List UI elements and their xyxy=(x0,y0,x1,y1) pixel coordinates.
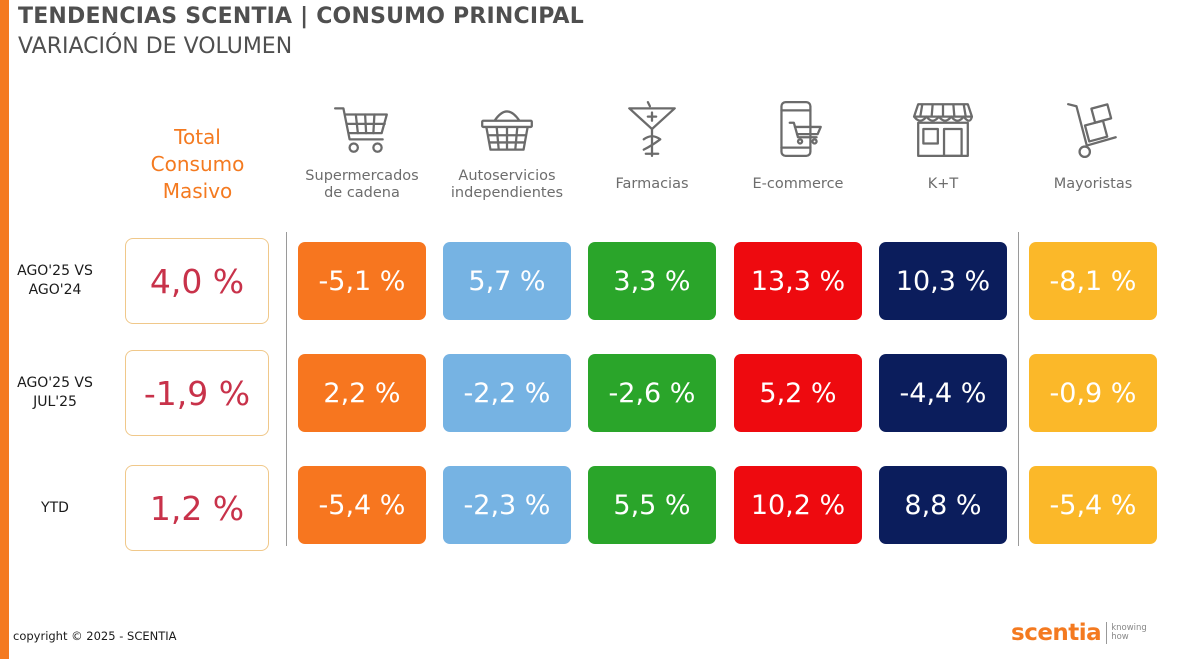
value-cell: -0,9 % xyxy=(1029,354,1157,432)
value-cell: -8,1 % xyxy=(1029,242,1157,320)
logo-word: scentia xyxy=(1011,620,1102,646)
column-label: Farmacias xyxy=(562,176,742,193)
value-cell: 8,8 % xyxy=(879,466,1007,544)
column-label: E-commerce xyxy=(708,176,888,193)
column-label-line: Autoservicios xyxy=(458,168,556,184)
column-divider xyxy=(1018,232,1019,546)
column-label-line: Farmacias xyxy=(615,176,689,192)
row-label-line: AGO'25 VS xyxy=(17,375,93,391)
value-cell: -2,6 % xyxy=(588,354,716,432)
row-label-line: AGO'24 xyxy=(28,282,82,298)
row-label-line: YTD xyxy=(41,499,69,516)
logo-tagline-line: how xyxy=(1111,632,1129,642)
column-label-line: E-commerce xyxy=(752,176,844,192)
value-cell: 3,3 % xyxy=(588,242,716,320)
value-cell: -2,2 % xyxy=(443,354,571,432)
column-label-line: Mayoristas xyxy=(1053,176,1133,192)
copyright-text: copyright © 2025 - SCENTIA xyxy=(13,629,177,643)
total-header-line: Total xyxy=(174,125,221,149)
row-label: AGO'25 VS JUL'25 xyxy=(10,374,100,412)
value-cell: 10,2 % xyxy=(734,466,862,544)
value-cell: 5,2 % xyxy=(734,354,862,432)
total-value-cell: -1,9 % xyxy=(125,350,269,436)
column-label-line: de cadena xyxy=(324,185,400,201)
total-header-line: Consumo xyxy=(150,152,245,176)
value-cell: 10,3 % xyxy=(879,242,1007,320)
row-label-line: JUL'25 xyxy=(33,394,77,410)
column-label-line: Supermercados xyxy=(305,168,419,184)
value-cell: -5,4 % xyxy=(1029,466,1157,544)
value-cell: 5,5 % xyxy=(588,466,716,544)
row-label: AGO'25 VS AGO'24 xyxy=(10,262,100,300)
accent-bar xyxy=(0,0,9,659)
column-label: K+T xyxy=(853,176,1033,193)
logo-tagline-line: knowing xyxy=(1111,623,1147,633)
total-column-header: Total Consumo Masivo xyxy=(125,124,270,205)
scentia-logo: scentia knowing how xyxy=(1011,618,1147,648)
total-header-line: Masivo xyxy=(162,179,233,203)
column-label: Supermercados de cadena xyxy=(272,168,452,202)
hand-truck-icon xyxy=(1048,94,1138,164)
shopping-basket-icon xyxy=(462,94,552,164)
column-label: Mayoristas xyxy=(1003,176,1179,193)
value-cell: 2,2 % xyxy=(298,354,426,432)
page-title: TENDENCIAS SCENTIA | CONSUMO PRINCIPAL xyxy=(18,4,584,29)
row-label-line: AGO'25 VS xyxy=(17,263,93,279)
mobile-cart-icon xyxy=(753,94,843,164)
column-label: Autoservicios independientes xyxy=(417,168,597,202)
value-cell: 13,3 % xyxy=(734,242,862,320)
column-label-line: K+T xyxy=(927,176,959,192)
column-label-line: independientes xyxy=(450,185,564,201)
pharmacy-icon xyxy=(607,94,697,164)
value-cell: -5,4 % xyxy=(298,466,426,544)
value-cell: -5,1 % xyxy=(298,242,426,320)
value-cell: 5,7 % xyxy=(443,242,571,320)
page-subtitle: VARIACIÓN DE VOLUMEN xyxy=(18,34,293,59)
row-label: YTD xyxy=(10,499,100,518)
shopping-cart-icon xyxy=(317,94,407,164)
total-value-cell: 1,2 % xyxy=(125,465,269,551)
total-value-cell: 4,0 % xyxy=(125,238,269,324)
column-divider xyxy=(286,232,287,546)
storefront-icon xyxy=(898,94,988,164)
value-cell: -4,4 % xyxy=(879,354,1007,432)
value-cell: -2,3 % xyxy=(443,466,571,544)
logo-tagline: knowing how xyxy=(1111,624,1147,642)
logo-separator xyxy=(1106,622,1108,644)
